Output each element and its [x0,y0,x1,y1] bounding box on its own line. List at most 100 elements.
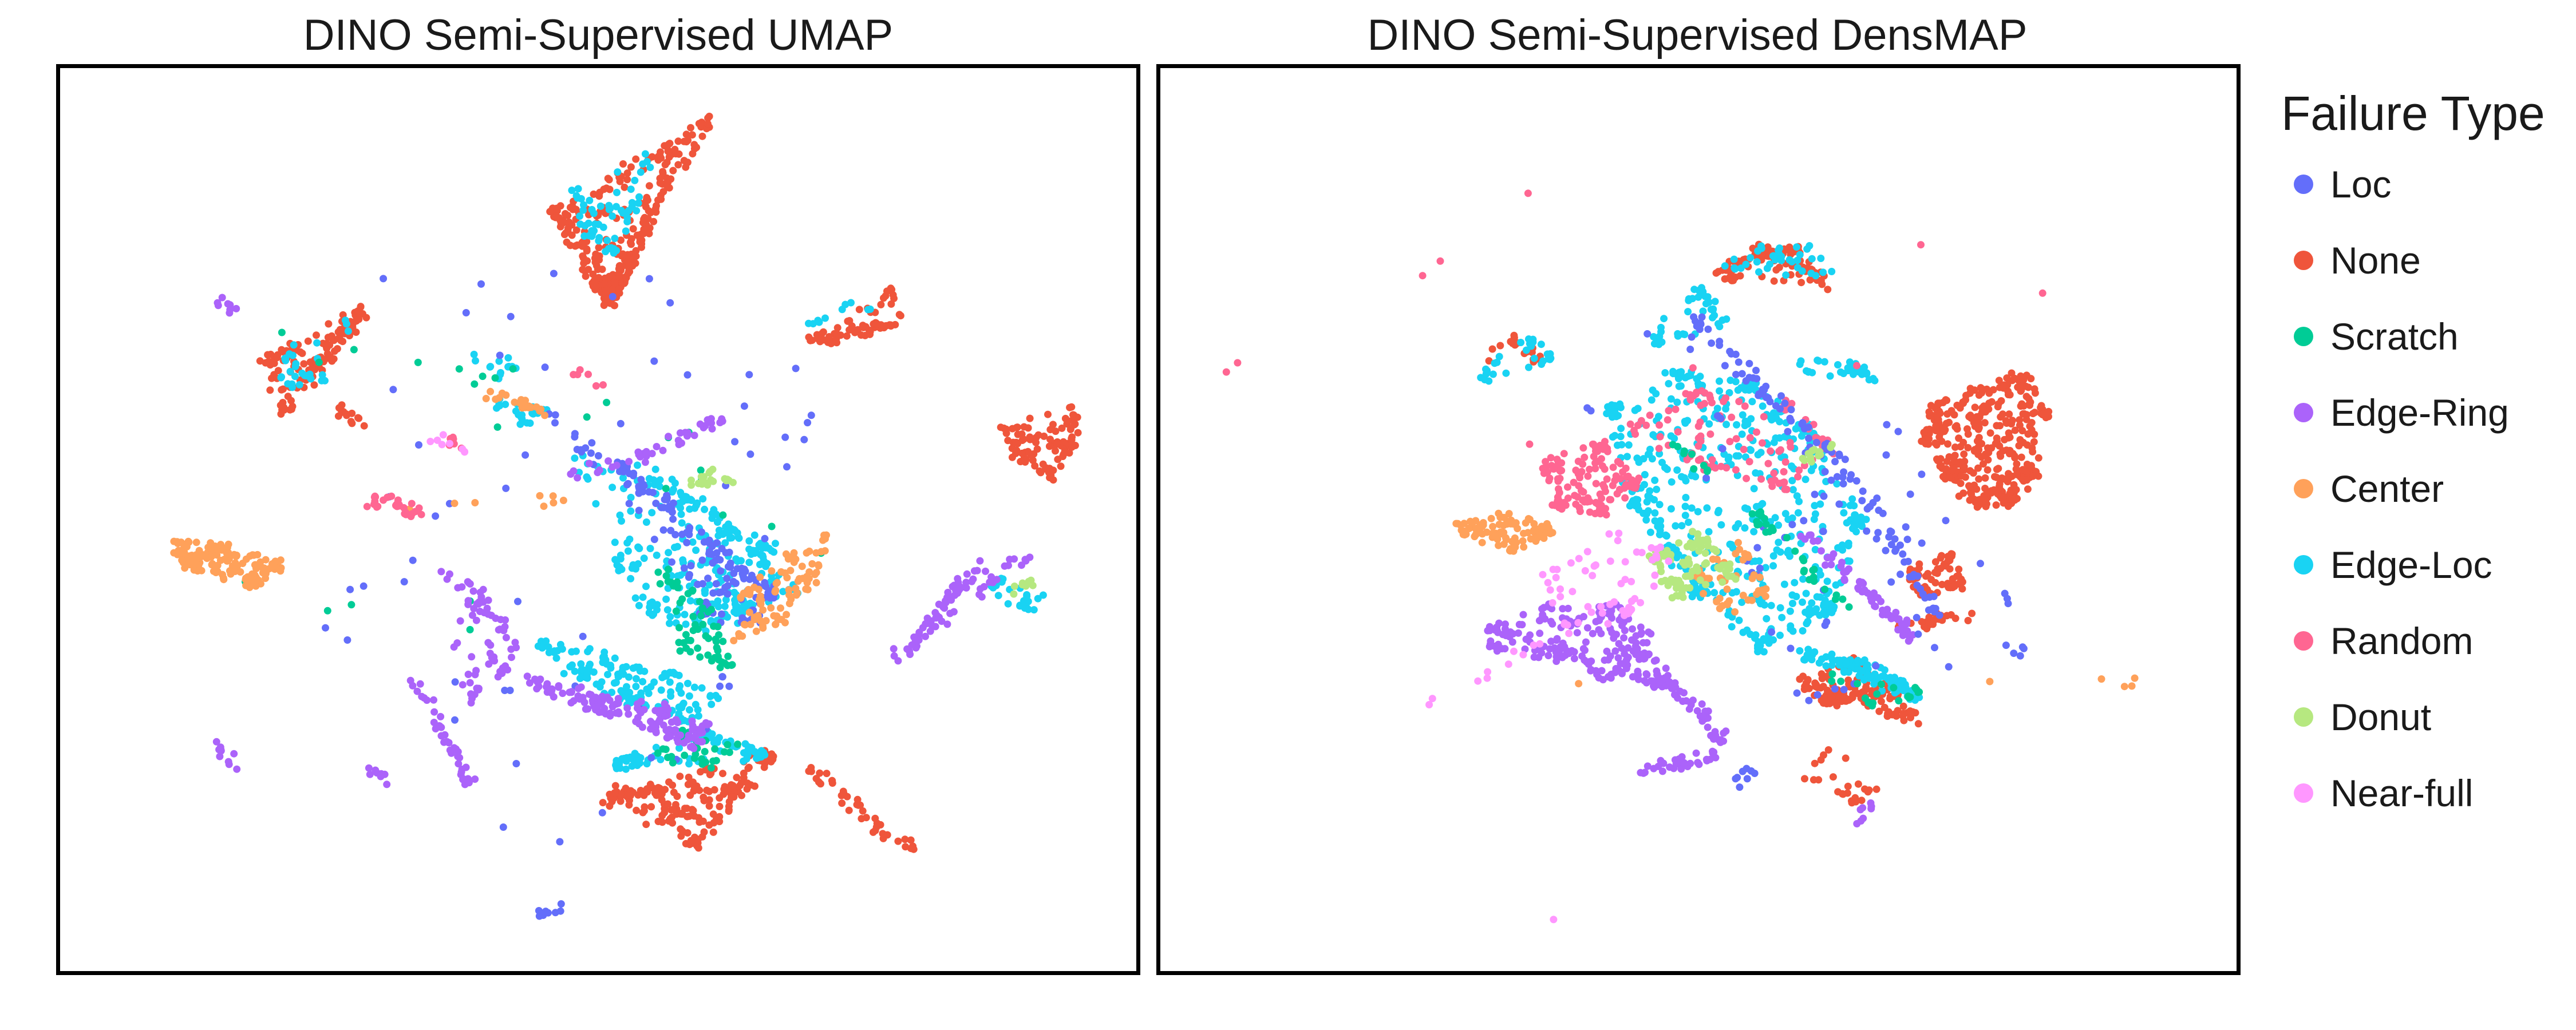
data-point [859,807,867,815]
data-point [1913,613,1921,621]
data-point [1828,605,1836,613]
data-point [1964,617,1972,624]
data-point [1603,410,1611,418]
data-point [1795,466,1803,474]
series-center [170,387,830,644]
data-point [1733,774,1741,782]
data-point [582,272,590,280]
data-point [297,348,305,356]
data-point [661,786,669,794]
data-point [1046,426,1054,434]
data-point [846,326,854,334]
data-point [214,299,222,307]
data-point [1666,763,1674,771]
data-point [611,654,619,662]
data-point [783,574,791,581]
data-point [636,759,644,767]
data-point [1762,394,1770,401]
data-point [507,312,515,320]
data-point [1673,398,1681,406]
data-point [1708,339,1716,347]
data-point [1526,440,1534,448]
data-point [337,336,345,344]
data-point [224,300,232,308]
data-point [1716,338,1724,346]
data-point [216,752,224,760]
data-point [1753,544,1761,552]
data-point [1020,423,1028,431]
series-edge-ring [1484,531,1917,827]
data-point [1804,684,1812,692]
data-point [1788,477,1796,485]
data-point [672,716,680,724]
data-point [1739,628,1747,636]
data-point [627,507,635,515]
data-point [1854,780,1862,788]
data-point [1957,472,1965,480]
data-point [866,330,874,338]
data-point [177,538,185,546]
data-point [502,391,510,399]
data-point [1858,497,1866,505]
data-point [2016,652,2024,660]
data-point [887,300,895,308]
data-point [609,292,617,300]
data-point [1801,535,1809,543]
data-point [1819,268,1827,276]
data-point [696,597,704,605]
data-point [1767,414,1775,422]
data-point [1620,634,1628,642]
data-point [1522,635,1530,643]
data-point [1524,529,1532,537]
data-point [2010,374,2018,382]
data-point [306,358,314,366]
data-point [1053,440,1061,448]
data-point [1871,377,1879,385]
data-point [1784,546,1792,554]
data-point [623,539,631,547]
data-point [586,660,594,668]
data-point [1749,385,1757,393]
data-point [1554,497,1562,505]
data-point [1926,593,1934,601]
data-point [557,900,565,908]
data-point [470,350,478,358]
data-point [1539,357,1547,365]
data-point [610,679,618,687]
data-point [855,306,863,314]
data-point [2025,400,2033,408]
data-point [1870,589,1878,597]
data-point [639,593,647,601]
data-point [712,580,720,588]
data-point [729,577,737,585]
data-point [1843,519,1851,527]
data-point [491,657,499,665]
data-point [1745,359,1753,367]
data-point [1591,465,1599,473]
data-point [468,653,476,661]
data-point [1914,630,1922,638]
data-point [1828,656,1836,664]
data-point [256,357,264,365]
data-point [521,451,530,459]
data-point [1646,528,1654,536]
data-point [785,600,793,608]
data-point [805,575,813,583]
data-point [635,489,643,497]
data-point [256,560,264,568]
data-point [1542,458,1550,466]
data-point [709,828,717,836]
data-point [473,600,481,608]
data-point [1849,691,1857,699]
data-point [1520,543,1528,551]
data-point [661,700,669,708]
data-point [1710,589,1718,597]
data-point [773,579,781,587]
data-point [1564,604,1572,612]
data-point [737,593,745,601]
data-point [1840,686,1848,694]
data-point [1717,462,1725,470]
data-point [487,641,495,649]
data-point [415,441,422,449]
data-point [1721,362,1729,370]
